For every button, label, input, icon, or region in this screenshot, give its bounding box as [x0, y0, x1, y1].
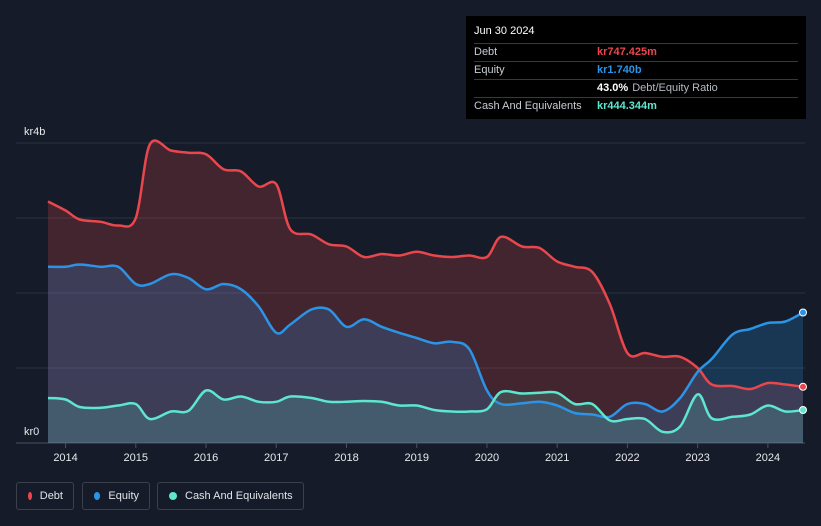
x-axis: 2014 2015 2016 2017 2018 2019 2020 2021 2022 2023… — [53, 443, 780, 464]
tooltip-value: kr444.344m — [597, 100, 657, 112]
tooltip-row-ratio: 43.0% Debt/Equity Ratio — [474, 79, 798, 97]
cash-and-equivalents-area — [48, 390, 803, 443]
gridlines — [16, 142, 805, 444]
debt-area — [48, 140, 803, 443]
x-tick-label: 2021 — [545, 452, 569, 464]
equity-end-point — [799, 308, 807, 317]
legend-item-debt[interactable]: Debt — [16, 482, 74, 510]
tooltip-label: Cash And Equivalents — [474, 100, 582, 112]
tooltip-label: Debt — [474, 46, 498, 58]
legend-label: Debt — [39, 490, 63, 502]
x-tick-label: 2023 — [685, 452, 709, 464]
debt-line — [47, 139, 804, 391]
y-tick-label-max: kr4b — [24, 126, 45, 138]
legend-label: Equity — [108, 490, 139, 502]
legend-dot — [94, 492, 101, 500]
series-areas — [48, 140, 803, 443]
x-tick-label: 2016 — [194, 452, 218, 464]
tooltip-value: kr747.425m — [597, 46, 657, 58]
x-tick-label: 2014 — [53, 452, 77, 464]
data-tooltip: Jun 30 2024 Debt kr747.425m Equity kr1.7… — [466, 16, 806, 119]
x-tick-label: 2017 — [264, 452, 288, 464]
equity-line — [47, 263, 804, 419]
tooltip-value: kr1.740b — [597, 64, 642, 76]
tooltip-label: Equity — [474, 64, 505, 76]
cash-and-equivalents-line — [47, 389, 804, 434]
series-lines — [47, 139, 807, 434]
legend-item-cash[interactable]: Cash And Equivalents — [157, 482, 304, 510]
tooltip-row-cash: Cash And Equivalents kr444.344m — [474, 97, 798, 115]
tooltip-row-equity: Equity kr1.740b — [474, 61, 798, 79]
legend-label: Cash And Equivalents — [185, 490, 293, 502]
x-tick-label: 2018 — [334, 452, 358, 464]
ratio-label: Debt/Equity Ratio — [632, 82, 718, 94]
x-tick-label: 2024 — [756, 452, 780, 464]
y-tick-label-min: kr0 — [24, 426, 39, 438]
equity-area — [48, 264, 803, 443]
x-tick-label: 2019 — [404, 452, 428, 464]
cash-and-equivalents-end-point — [799, 406, 807, 414]
debt-end-point — [799, 382, 807, 391]
tooltip-date: Jun 30 2024 — [474, 25, 535, 37]
x-tick-label: 2020 — [475, 452, 499, 464]
tooltip-label — [474, 80, 597, 97]
tooltip-row-debt: Debt kr747.425m — [474, 43, 798, 61]
ratio-value: 43.0% — [597, 82, 629, 94]
legend-item-equity[interactable]: Equity — [82, 482, 150, 510]
legend-dot — [28, 492, 32, 500]
legend-dot — [169, 492, 177, 500]
x-tick-label: 2015 — [124, 452, 148, 464]
x-tick-label: 2022 — [615, 452, 639, 464]
